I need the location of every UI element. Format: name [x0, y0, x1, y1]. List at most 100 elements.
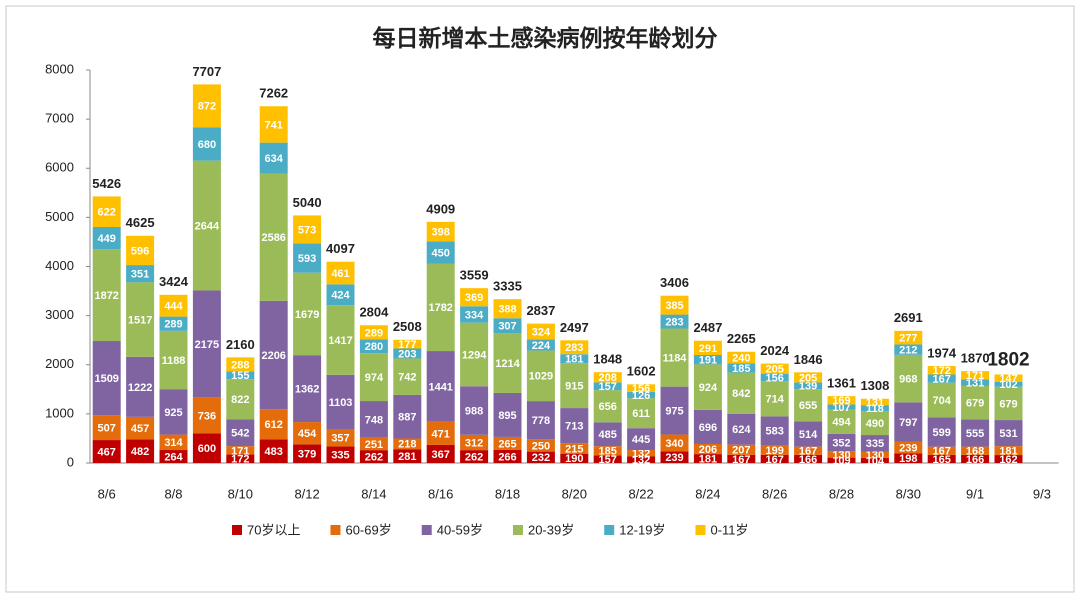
bar-segment: [927, 366, 956, 375]
segment-label: 988: [465, 405, 483, 417]
total-label: 2837: [526, 303, 555, 318]
bar-segment: [760, 416, 789, 446]
bar-segment: [226, 379, 255, 420]
bar-segment: [92, 227, 121, 250]
y-tick-label: 6000: [45, 160, 74, 175]
bar-segment: [293, 444, 322, 463]
segment-label: 280: [365, 341, 383, 353]
bar-segment: [693, 364, 722, 410]
legend-swatch: [604, 525, 615, 535]
bar-segment: [693, 443, 722, 455]
segment-label: 352: [832, 438, 850, 450]
segment-label: 139: [799, 381, 817, 393]
bar-segment: [927, 417, 956, 447]
total-label: 3424: [159, 274, 189, 289]
bar-segment: [359, 450, 388, 463]
bar-segment: [493, 392, 522, 437]
segment-label: 925: [164, 407, 182, 419]
segment-label: 166: [799, 454, 817, 466]
bar-segment: [860, 398, 889, 406]
x-tick-label: 8/26: [762, 486, 787, 501]
segment-label: 1782: [428, 302, 452, 314]
bar-segment: [794, 454, 823, 463]
segment-label: 109: [832, 455, 850, 467]
bar-segment: [593, 390, 622, 423]
segment-label: 262: [365, 451, 383, 463]
bar-segment: [961, 446, 990, 455]
segment-label: 181: [699, 453, 717, 465]
legend-label: 12-19岁: [619, 522, 665, 537]
legend-swatch: [232, 525, 242, 535]
segment-label: 262: [465, 451, 483, 463]
segment-label: 177: [398, 339, 416, 351]
bar-segment: [760, 373, 789, 382]
bar-segment: [660, 386, 689, 435]
x-tick-label: 8/30: [896, 486, 921, 501]
segment-label: 168: [966, 446, 984, 458]
bar-segment: [827, 457, 856, 463]
y-tick-label: 3000: [45, 307, 74, 322]
segment-label: 277: [899, 333, 917, 345]
y-tick-label: 8000: [45, 61, 74, 76]
bar-segment: [159, 450, 188, 463]
bar-segment: [627, 398, 656, 429]
segment-label: 887: [398, 412, 416, 424]
bar-segment: [426, 241, 455, 264]
segment-label: 385: [665, 300, 683, 312]
segment-label: 250: [532, 440, 550, 452]
bar-segment: [927, 382, 956, 418]
bar-segment: [827, 409, 856, 434]
bar-segment: [727, 454, 756, 463]
segment-label: 1188: [162, 355, 186, 367]
bar-segment: [927, 446, 956, 455]
segment-label: 265: [498, 438, 516, 450]
total-label: 2024: [760, 343, 790, 358]
bar-segment: [359, 339, 388, 354]
segment-label: 208: [599, 372, 617, 384]
segment-label: 281: [398, 451, 416, 463]
segment-label: 634: [265, 153, 284, 165]
segment-label: 185: [732, 363, 750, 375]
segment-label: 485: [599, 429, 617, 441]
x-tick-label: 9/3: [1033, 486, 1051, 501]
bar-segment: [192, 127, 221, 161]
bar-segment: [92, 249, 121, 342]
bar-segment: [259, 300, 288, 410]
segment-label: 131: [866, 397, 884, 409]
segment-label: 736: [198, 410, 216, 422]
segment-label: 205: [766, 364, 784, 376]
bar-segment: [961, 371, 990, 380]
segment-label: 1362: [295, 384, 319, 396]
bar-segment: [560, 340, 589, 355]
bar-segment: [927, 374, 956, 383]
x-tick-label: 8/6: [98, 486, 116, 501]
segment-label: 924: [699, 382, 718, 394]
segment-label: 264: [164, 451, 183, 463]
y-tick-label: 1000: [45, 405, 74, 420]
bar-segment: [192, 433, 221, 463]
segment-label: 398: [432, 227, 450, 239]
x-tick-label: 8/22: [628, 486, 653, 501]
segment-label: 156: [632, 383, 650, 395]
bar-segment: [393, 358, 422, 395]
total-label: 5426: [92, 176, 121, 191]
bar-segment: [159, 294, 188, 317]
segment-label: 206: [699, 444, 717, 456]
legend-label: 40-59岁: [437, 522, 483, 537]
segment-label: 232: [532, 452, 550, 464]
segment-label: 704: [933, 395, 952, 407]
bar-segment: [660, 314, 689, 329]
segment-label: 335: [331, 450, 349, 462]
segment-label: 369: [465, 292, 483, 304]
segment-label: 131: [966, 378, 984, 390]
total-label: 4909: [426, 201, 455, 216]
segment-label: 156: [766, 372, 784, 384]
bar-segment: [526, 323, 555, 340]
total-label: 2160: [226, 337, 255, 352]
bar-segment: [326, 374, 355, 430]
legend-swatch: [695, 525, 706, 535]
segment-label: 656: [599, 401, 617, 413]
bar-segment: [293, 355, 322, 423]
segment-label: 289: [164, 319, 182, 331]
bar-segment: [493, 436, 522, 450]
